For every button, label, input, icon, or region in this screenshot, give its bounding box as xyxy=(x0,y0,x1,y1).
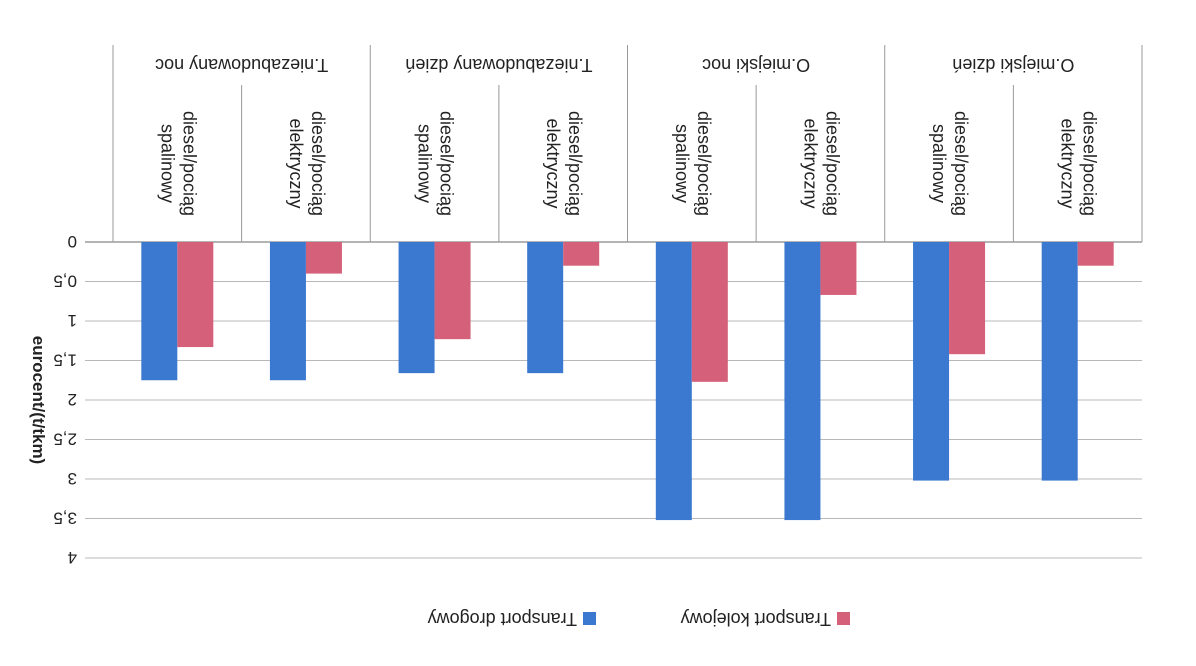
category-label: diesel/pociągspalinowy xyxy=(672,111,714,216)
bar-transport-drogowy xyxy=(913,242,950,481)
y-tick-label: 3,5 xyxy=(53,509,77,528)
category-label: diesel/pociągelektryczny xyxy=(286,111,328,216)
y-tick-label: 4 xyxy=(68,548,77,567)
y-tick-label: 0,5 xyxy=(53,272,77,291)
bar-transport-drogowy xyxy=(269,242,306,381)
category-label: diesel/pociągelektryczny xyxy=(1058,111,1100,216)
bar-transport-drogowy xyxy=(784,242,821,521)
legend-swatch xyxy=(583,612,596,625)
category-label-line: elektryczny xyxy=(543,118,563,208)
bar-transport-drogowy xyxy=(141,242,178,381)
bar-transport-kolejowy xyxy=(305,242,342,274)
category-label-line: elektryczny xyxy=(800,118,820,208)
legend-label: Transport drogowy xyxy=(428,609,577,629)
bar-transport-kolejowy xyxy=(691,242,728,382)
bar-transport-kolejowy xyxy=(563,242,600,266)
legend-label: Transport kolejowy xyxy=(681,609,831,629)
category-label-line: diesel/pociąg xyxy=(1080,111,1100,216)
group-label: O.miejski dzień xyxy=(952,55,1074,75)
y-tick-label: 0 xyxy=(68,232,77,251)
bar-transport-drogowy xyxy=(527,242,564,374)
category-header: diesel/pociągelektrycznydiesel/pociągspa… xyxy=(112,45,1143,242)
category-label-line: diesel/pociąg xyxy=(822,111,842,216)
category-label: diesel/pociągspalinowy xyxy=(415,111,457,216)
category-label: diesel/pociągelektryczny xyxy=(543,111,585,216)
bar-transport-kolejowy xyxy=(177,242,214,348)
category-label-line: diesel/pociąg xyxy=(437,111,457,216)
y-axis: eurocent/(t/tkm) 0 0,5 1 1,5 2 2,5 3 3,5 4 xyxy=(29,232,77,567)
group-label: T.niezabudowany noc xyxy=(155,55,328,75)
y-tick-label: 2,5 xyxy=(53,430,77,449)
bar-transport-drogowy xyxy=(1041,242,1078,481)
bar-transport-kolejowy xyxy=(949,242,986,355)
y-tick-label: 1 xyxy=(68,311,77,330)
legend: Transport drogowy Transport kolejowy xyxy=(428,609,850,629)
category-label-line: spalinowy xyxy=(672,124,692,203)
bar-transport-kolejowy xyxy=(434,242,471,340)
category-label: diesel/pociągelektryczny xyxy=(800,111,842,216)
chart-rotated-group: diesel/pociągelektrycznydiesel/pociągspa… xyxy=(29,45,1143,629)
bar-transport-drogowy xyxy=(655,242,692,521)
y-tick-label: 1,5 xyxy=(53,351,77,370)
legend-swatch xyxy=(837,612,850,625)
category-label-line: diesel/pociąg xyxy=(694,111,714,216)
bars xyxy=(141,242,1114,521)
group-label: O.miejski noc xyxy=(702,55,810,75)
y-tick-label: 3 xyxy=(68,469,77,488)
category-label-line: spalinowy xyxy=(157,124,177,203)
category-label-line: spalinowy xyxy=(415,124,435,203)
bar-transport-drogowy xyxy=(398,242,435,374)
y-tick-label: 2 xyxy=(68,390,77,409)
category-label-line: diesel/pociąg xyxy=(179,111,199,216)
y-axis-label: eurocent/(t/tkm) xyxy=(29,336,48,464)
category-label-line: diesel/pociąg xyxy=(308,111,328,216)
category-label-line: diesel/pociąg xyxy=(565,111,585,216)
category-label-line: elektryczny xyxy=(1058,118,1078,208)
bar-transport-kolejowy xyxy=(1077,242,1114,266)
bar-transport-kolejowy xyxy=(820,242,857,295)
category-label: diesel/pociągspalinowy xyxy=(929,111,971,216)
category-label: diesel/pociągspalinowy xyxy=(157,111,199,216)
category-label-line: spalinowy xyxy=(929,124,949,203)
category-label-line: diesel/pociąg xyxy=(951,111,971,216)
group-label: T.niezabudowany dzień xyxy=(405,55,592,75)
category-label-line: elektryczny xyxy=(286,118,306,208)
